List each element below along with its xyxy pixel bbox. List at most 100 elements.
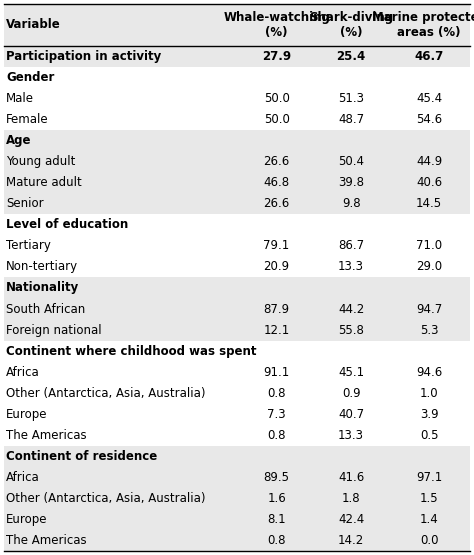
Text: 71.0: 71.0 bbox=[416, 239, 442, 253]
Text: Africa: Africa bbox=[6, 471, 40, 484]
Text: Senior: Senior bbox=[6, 198, 44, 210]
Text: Level of education: Level of education bbox=[6, 218, 128, 231]
Bar bbox=[4, 130, 470, 151]
Bar bbox=[4, 320, 470, 341]
Text: 44.9: 44.9 bbox=[416, 155, 442, 168]
Bar bbox=[4, 109, 470, 130]
Text: Gender: Gender bbox=[6, 71, 55, 84]
Bar bbox=[4, 403, 470, 425]
Text: 45.1: 45.1 bbox=[338, 366, 364, 379]
Text: 3.9: 3.9 bbox=[420, 408, 438, 421]
Text: Participation in activity: Participation in activity bbox=[6, 50, 161, 63]
Text: Non-tertiary: Non-tertiary bbox=[6, 260, 78, 274]
Text: 46.7: 46.7 bbox=[415, 50, 444, 63]
Bar bbox=[4, 425, 470, 446]
Text: 1.6: 1.6 bbox=[267, 492, 286, 505]
Text: 39.8: 39.8 bbox=[338, 176, 364, 189]
Text: Shark-diving
(%): Shark-diving (%) bbox=[309, 11, 393, 39]
Bar bbox=[4, 488, 470, 509]
Text: Europe: Europe bbox=[6, 513, 47, 526]
Text: 91.1: 91.1 bbox=[264, 366, 290, 379]
Bar bbox=[4, 151, 470, 172]
Text: 54.6: 54.6 bbox=[416, 113, 442, 126]
Text: 0.9: 0.9 bbox=[342, 387, 361, 400]
Bar bbox=[4, 467, 470, 488]
Text: 50.0: 50.0 bbox=[264, 113, 290, 126]
Bar bbox=[4, 278, 470, 299]
Bar bbox=[4, 172, 470, 193]
Text: 41.6: 41.6 bbox=[338, 471, 365, 484]
Text: 94.7: 94.7 bbox=[416, 302, 442, 316]
Text: Continent where childhood was spent: Continent where childhood was spent bbox=[6, 345, 256, 357]
Text: Variable: Variable bbox=[6, 18, 61, 32]
Text: 0.0: 0.0 bbox=[420, 534, 438, 547]
Text: 0.5: 0.5 bbox=[420, 429, 438, 442]
Text: 7.3: 7.3 bbox=[267, 408, 286, 421]
Text: 0.8: 0.8 bbox=[267, 534, 286, 547]
Bar bbox=[4, 235, 470, 256]
Text: Continent of residence: Continent of residence bbox=[6, 450, 157, 463]
Text: Other (Antarctica, Asia, Australia): Other (Antarctica, Asia, Australia) bbox=[6, 387, 206, 400]
Text: 97.1: 97.1 bbox=[416, 471, 442, 484]
Text: 26.6: 26.6 bbox=[264, 198, 290, 210]
Text: 87.9: 87.9 bbox=[264, 302, 290, 316]
Text: 9.8: 9.8 bbox=[342, 198, 361, 210]
Bar bbox=[4, 382, 470, 403]
Text: Europe: Europe bbox=[6, 408, 47, 421]
Bar bbox=[4, 46, 470, 67]
Text: 27.9: 27.9 bbox=[262, 50, 291, 63]
Bar bbox=[4, 530, 470, 551]
Text: Tertiary: Tertiary bbox=[6, 239, 51, 253]
Text: Other (Antarctica, Asia, Australia): Other (Antarctica, Asia, Australia) bbox=[6, 492, 206, 505]
Text: Africa: Africa bbox=[6, 366, 40, 379]
Text: 0.8: 0.8 bbox=[267, 387, 286, 400]
Bar bbox=[4, 88, 470, 109]
Bar bbox=[4, 214, 470, 235]
Bar bbox=[4, 256, 470, 278]
Bar bbox=[4, 362, 470, 382]
Text: Mature adult: Mature adult bbox=[6, 176, 82, 189]
Text: 51.3: 51.3 bbox=[338, 92, 364, 105]
Text: 0.8: 0.8 bbox=[267, 429, 286, 442]
Text: 1.8: 1.8 bbox=[342, 492, 361, 505]
Text: 14.5: 14.5 bbox=[416, 198, 442, 210]
Text: 20.9: 20.9 bbox=[264, 260, 290, 274]
Text: 79.1: 79.1 bbox=[264, 239, 290, 253]
Text: 86.7: 86.7 bbox=[338, 239, 364, 253]
Text: 26.6: 26.6 bbox=[264, 155, 290, 168]
Text: The Americas: The Americas bbox=[6, 534, 87, 547]
Text: 13.3: 13.3 bbox=[338, 429, 364, 442]
Text: Nationality: Nationality bbox=[6, 281, 79, 295]
Text: Whale-watching
(%): Whale-watching (%) bbox=[223, 11, 330, 39]
Text: The Americas: The Americas bbox=[6, 429, 87, 442]
Text: 1.4: 1.4 bbox=[420, 513, 438, 526]
Bar bbox=[4, 341, 470, 362]
Text: 14.2: 14.2 bbox=[338, 534, 365, 547]
Text: 45.4: 45.4 bbox=[416, 92, 442, 105]
Text: Age: Age bbox=[6, 134, 31, 147]
Bar bbox=[4, 4, 470, 46]
Bar bbox=[4, 193, 470, 214]
Text: 50.4: 50.4 bbox=[338, 155, 364, 168]
Text: 44.2: 44.2 bbox=[338, 302, 365, 316]
Text: 50.0: 50.0 bbox=[264, 92, 290, 105]
Text: 40.7: 40.7 bbox=[338, 408, 364, 421]
Text: 89.5: 89.5 bbox=[264, 471, 290, 484]
Text: 13.3: 13.3 bbox=[338, 260, 364, 274]
Text: 29.0: 29.0 bbox=[416, 260, 442, 274]
Text: Young adult: Young adult bbox=[6, 155, 75, 168]
Text: 8.1: 8.1 bbox=[267, 513, 286, 526]
Text: Marine protected
areas (%): Marine protected areas (%) bbox=[372, 11, 474, 39]
Text: South African: South African bbox=[6, 302, 85, 316]
Text: 40.6: 40.6 bbox=[416, 176, 442, 189]
Text: 12.1: 12.1 bbox=[264, 324, 290, 336]
Text: 46.8: 46.8 bbox=[264, 176, 290, 189]
Text: 25.4: 25.4 bbox=[337, 50, 366, 63]
Text: Male: Male bbox=[6, 92, 34, 105]
Bar bbox=[4, 446, 470, 467]
Text: 48.7: 48.7 bbox=[338, 113, 364, 126]
Text: Foreign national: Foreign national bbox=[6, 324, 101, 336]
Bar bbox=[4, 509, 470, 530]
Text: 42.4: 42.4 bbox=[338, 513, 365, 526]
Text: 1.5: 1.5 bbox=[420, 492, 438, 505]
